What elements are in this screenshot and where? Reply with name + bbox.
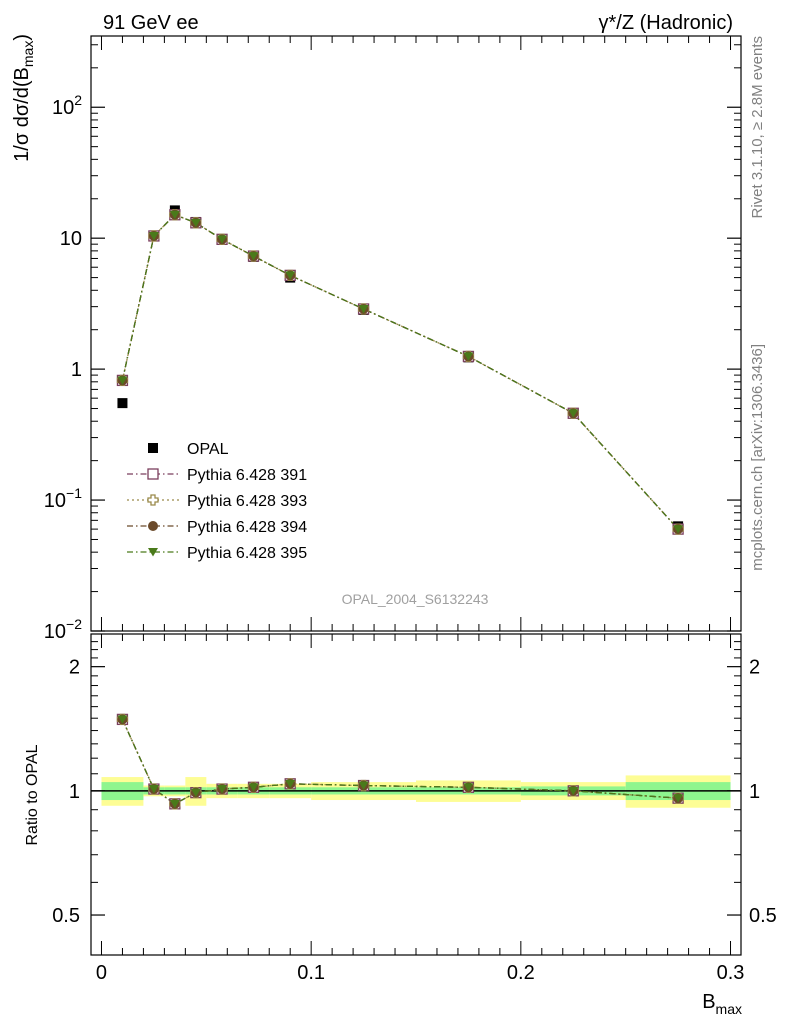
rivet-label: Rivet 3.1.10, ≥ 2.8M events <box>749 36 766 219</box>
data-point <box>190 218 201 228</box>
ratio-panel-frame: 0.5 0.5 1 1 2 2 0 0.1 0.2 0.3 <box>52 633 777 984</box>
y-tick-label: 10−1 <box>44 485 82 512</box>
ratio-data-point <box>169 799 180 809</box>
xlabel-subscript: max <box>716 1001 742 1017</box>
data-point <box>117 376 128 385</box>
data-point <box>463 352 474 361</box>
mcplots-label: mcplots.cern.ch [arXiv:1306.3436] <box>749 344 766 571</box>
legend-marker <box>148 443 158 453</box>
ratio-ylabel: Ratio to OPAL <box>24 744 41 845</box>
legend: OPAL Pythia 6.428 391 Pythia 6.428 393 Pyth… <box>127 441 307 562</box>
ratio-data-point <box>148 785 159 794</box>
ratio-data-point <box>463 783 474 792</box>
xlabel: Bmax <box>702 991 742 1017</box>
ratio-data-point <box>190 788 201 798</box>
watermark: OPAL_2004_S6132243 <box>342 591 489 607</box>
data-point <box>169 210 180 220</box>
data-point <box>248 252 259 261</box>
x-tick-label: 0.1 <box>297 962 325 984</box>
legend-label: OPAL <box>187 441 229 458</box>
legend-marker <box>147 494 159 506</box>
ratio-data-point <box>673 794 684 803</box>
data-point <box>117 398 128 409</box>
x-tick-label: 0 <box>96 962 107 984</box>
header-left: 91 GeV ee <box>103 12 199 34</box>
ratio-y-tick-label-right: 1 <box>749 781 760 803</box>
data-point <box>217 235 228 244</box>
ratio-series-line-3 <box>121 719 679 805</box>
y-tick-label: 1 <box>71 359 82 381</box>
y-tick-label: 102 <box>52 92 82 119</box>
ylabel-subscript: max <box>20 41 36 67</box>
ratio-y-tick-label-right: 0.5 <box>749 905 777 927</box>
ratio-y-tick-label: 1 <box>69 781 80 803</box>
legend-label: Pythia 6.428 394 <box>187 519 307 536</box>
ratio-series-lines <box>121 719 679 805</box>
legend-marker <box>148 548 158 557</box>
ylabel-suffix: ) <box>11 34 33 41</box>
header-right: γ*/Z (Hadronic) <box>599 12 733 34</box>
ratio-data-point <box>217 785 228 794</box>
ratio-y-tick-label: 0.5 <box>52 905 80 927</box>
main-panel-frame: 10−2 10−1 1 10 102 <box>44 35 742 643</box>
ratio-data-point <box>117 715 128 724</box>
legend-marker <box>148 521 158 531</box>
ratio-data-point <box>248 783 259 792</box>
main-series-markers <box>116 205 684 535</box>
data-point <box>673 525 684 534</box>
ratio-data-point <box>285 779 296 789</box>
legend-marker <box>147 468 159 480</box>
xlabel-main: B <box>702 991 715 1013</box>
ratio-y-tick-label: 2 <box>69 657 80 679</box>
x-tick-label: 0.2 <box>507 962 535 984</box>
ratio-series-markers <box>116 713 684 810</box>
legend-label: Pythia 6.428 395 <box>187 545 307 562</box>
y-tick-label: 10−2 <box>44 616 82 643</box>
data-point <box>148 231 159 241</box>
legend-label: Pythia 6.428 393 <box>187 493 307 510</box>
y-tick-label: 10 <box>60 228 82 250</box>
ylabel-prefix: 1/σ dσ/d(B <box>11 67 33 162</box>
x-tick-label: 0.3 <box>717 962 745 984</box>
ratio-data-point <box>358 781 369 791</box>
data-point <box>568 409 579 418</box>
ratio-y-tick-label-right: 2 <box>749 657 760 679</box>
legend-label: Pythia 6.428 391 <box>187 467 307 484</box>
main-ylabel: 1/σ dσ/d(Bmax) <box>11 34 36 162</box>
ratio-data-point <box>568 786 579 796</box>
data-point <box>285 271 296 280</box>
panel-border <box>90 35 742 632</box>
data-point <box>358 304 369 314</box>
